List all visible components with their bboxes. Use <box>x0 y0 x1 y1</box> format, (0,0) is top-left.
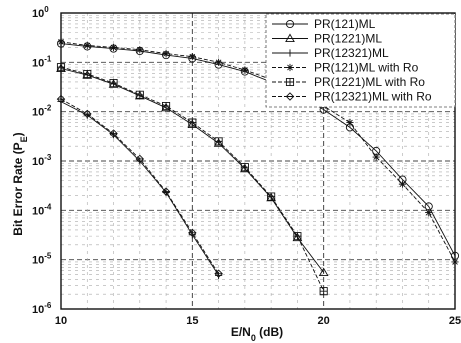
legend-item: PR(1221)ML with Ro <box>272 75 425 89</box>
series-point <box>135 90 144 99</box>
series-point <box>213 138 224 147</box>
series-point <box>188 118 197 127</box>
legend-marker <box>285 77 295 87</box>
series-point <box>83 109 92 119</box>
series-point <box>267 192 276 201</box>
series-point <box>162 101 171 111</box>
series-point <box>239 163 250 173</box>
series-line <box>60 66 325 292</box>
legend-label: PR(12321)ML <box>314 46 389 60</box>
legend-item: PR(121)ML with Ro <box>272 61 419 75</box>
series-point <box>109 129 118 138</box>
series-point <box>214 269 223 278</box>
legend-box <box>265 13 456 108</box>
series-point <box>188 228 197 238</box>
series-point <box>109 43 118 52</box>
series-point <box>136 46 144 54</box>
x-tick-label: 20 <box>318 315 330 327</box>
legend-label: PR(1221)ML with Ro <box>314 75 425 89</box>
legend-marker <box>286 63 294 72</box>
series-6 <box>56 94 223 278</box>
series-point <box>425 208 433 217</box>
series-point <box>161 187 171 196</box>
plot-frame <box>60 12 456 310</box>
x-tick-label: 10 <box>55 315 67 327</box>
y-tick-label: 10-4 <box>32 202 52 217</box>
legend-marker <box>285 33 295 43</box>
series-point <box>162 50 170 58</box>
y-tick-label: 10-1 <box>32 54 52 69</box>
x-tick-labels: 10 15 20 25 <box>55 315 461 327</box>
y-tick-label: 10-2 <box>32 104 52 119</box>
series-point <box>188 53 196 61</box>
x-axis-label: E/N0 (dB) <box>231 325 283 343</box>
legend-marker <box>285 19 295 29</box>
series-point <box>372 153 380 161</box>
y-tick-label: 10-6 <box>32 301 52 316</box>
series-point <box>292 232 303 242</box>
legend: PR(121)MLPR(1221)MLPR(12321)MLPR(121)ML … <box>265 13 456 108</box>
series-line <box>60 43 456 257</box>
series-point <box>318 267 329 277</box>
series-point <box>266 192 277 202</box>
y-tick-label: 100 <box>32 5 49 20</box>
series-point <box>398 180 407 188</box>
series-point <box>319 287 328 296</box>
legend-item: PR(12321)ML with Ro <box>272 90 432 104</box>
y-tick-label: 10-5 <box>32 252 52 267</box>
series-point <box>215 58 223 66</box>
y-tick-label: 10-3 <box>32 153 52 168</box>
series-5 <box>56 63 328 296</box>
series-point <box>346 119 354 127</box>
series-point <box>109 79 118 88</box>
series-point <box>135 154 145 164</box>
legend-label: PR(121)ML with Ro <box>314 61 419 75</box>
y-tick-labels: 100 10-1 10-2 10-3 10-4 10-5 10-6 <box>32 5 52 316</box>
series-point <box>240 163 249 172</box>
y-axis-label: Bit Error Rate (PE) <box>11 132 29 235</box>
legend-marker <box>285 92 295 101</box>
x-tick-label: 25 <box>449 315 461 327</box>
legend-label: PR(121)ML <box>314 17 376 31</box>
series-point <box>293 232 302 241</box>
legend-label: PR(12321)ML with Ro <box>314 90 432 104</box>
legend-item: PR(12321)ML <box>272 46 389 60</box>
series-point <box>82 70 93 79</box>
legend-item: PR(1221)ML <box>272 32 382 46</box>
legend-item: PR(121)ML <box>272 17 376 31</box>
series-point <box>83 41 91 50</box>
series-point <box>214 137 223 146</box>
series-point <box>241 66 249 74</box>
legend-label: PR(1221)ML <box>314 32 382 46</box>
series-point <box>83 69 92 79</box>
grid-lines <box>61 13 455 310</box>
legend-marker <box>286 49 294 57</box>
series-line <box>60 41 456 263</box>
x-tick-label: 15 <box>186 315 198 327</box>
